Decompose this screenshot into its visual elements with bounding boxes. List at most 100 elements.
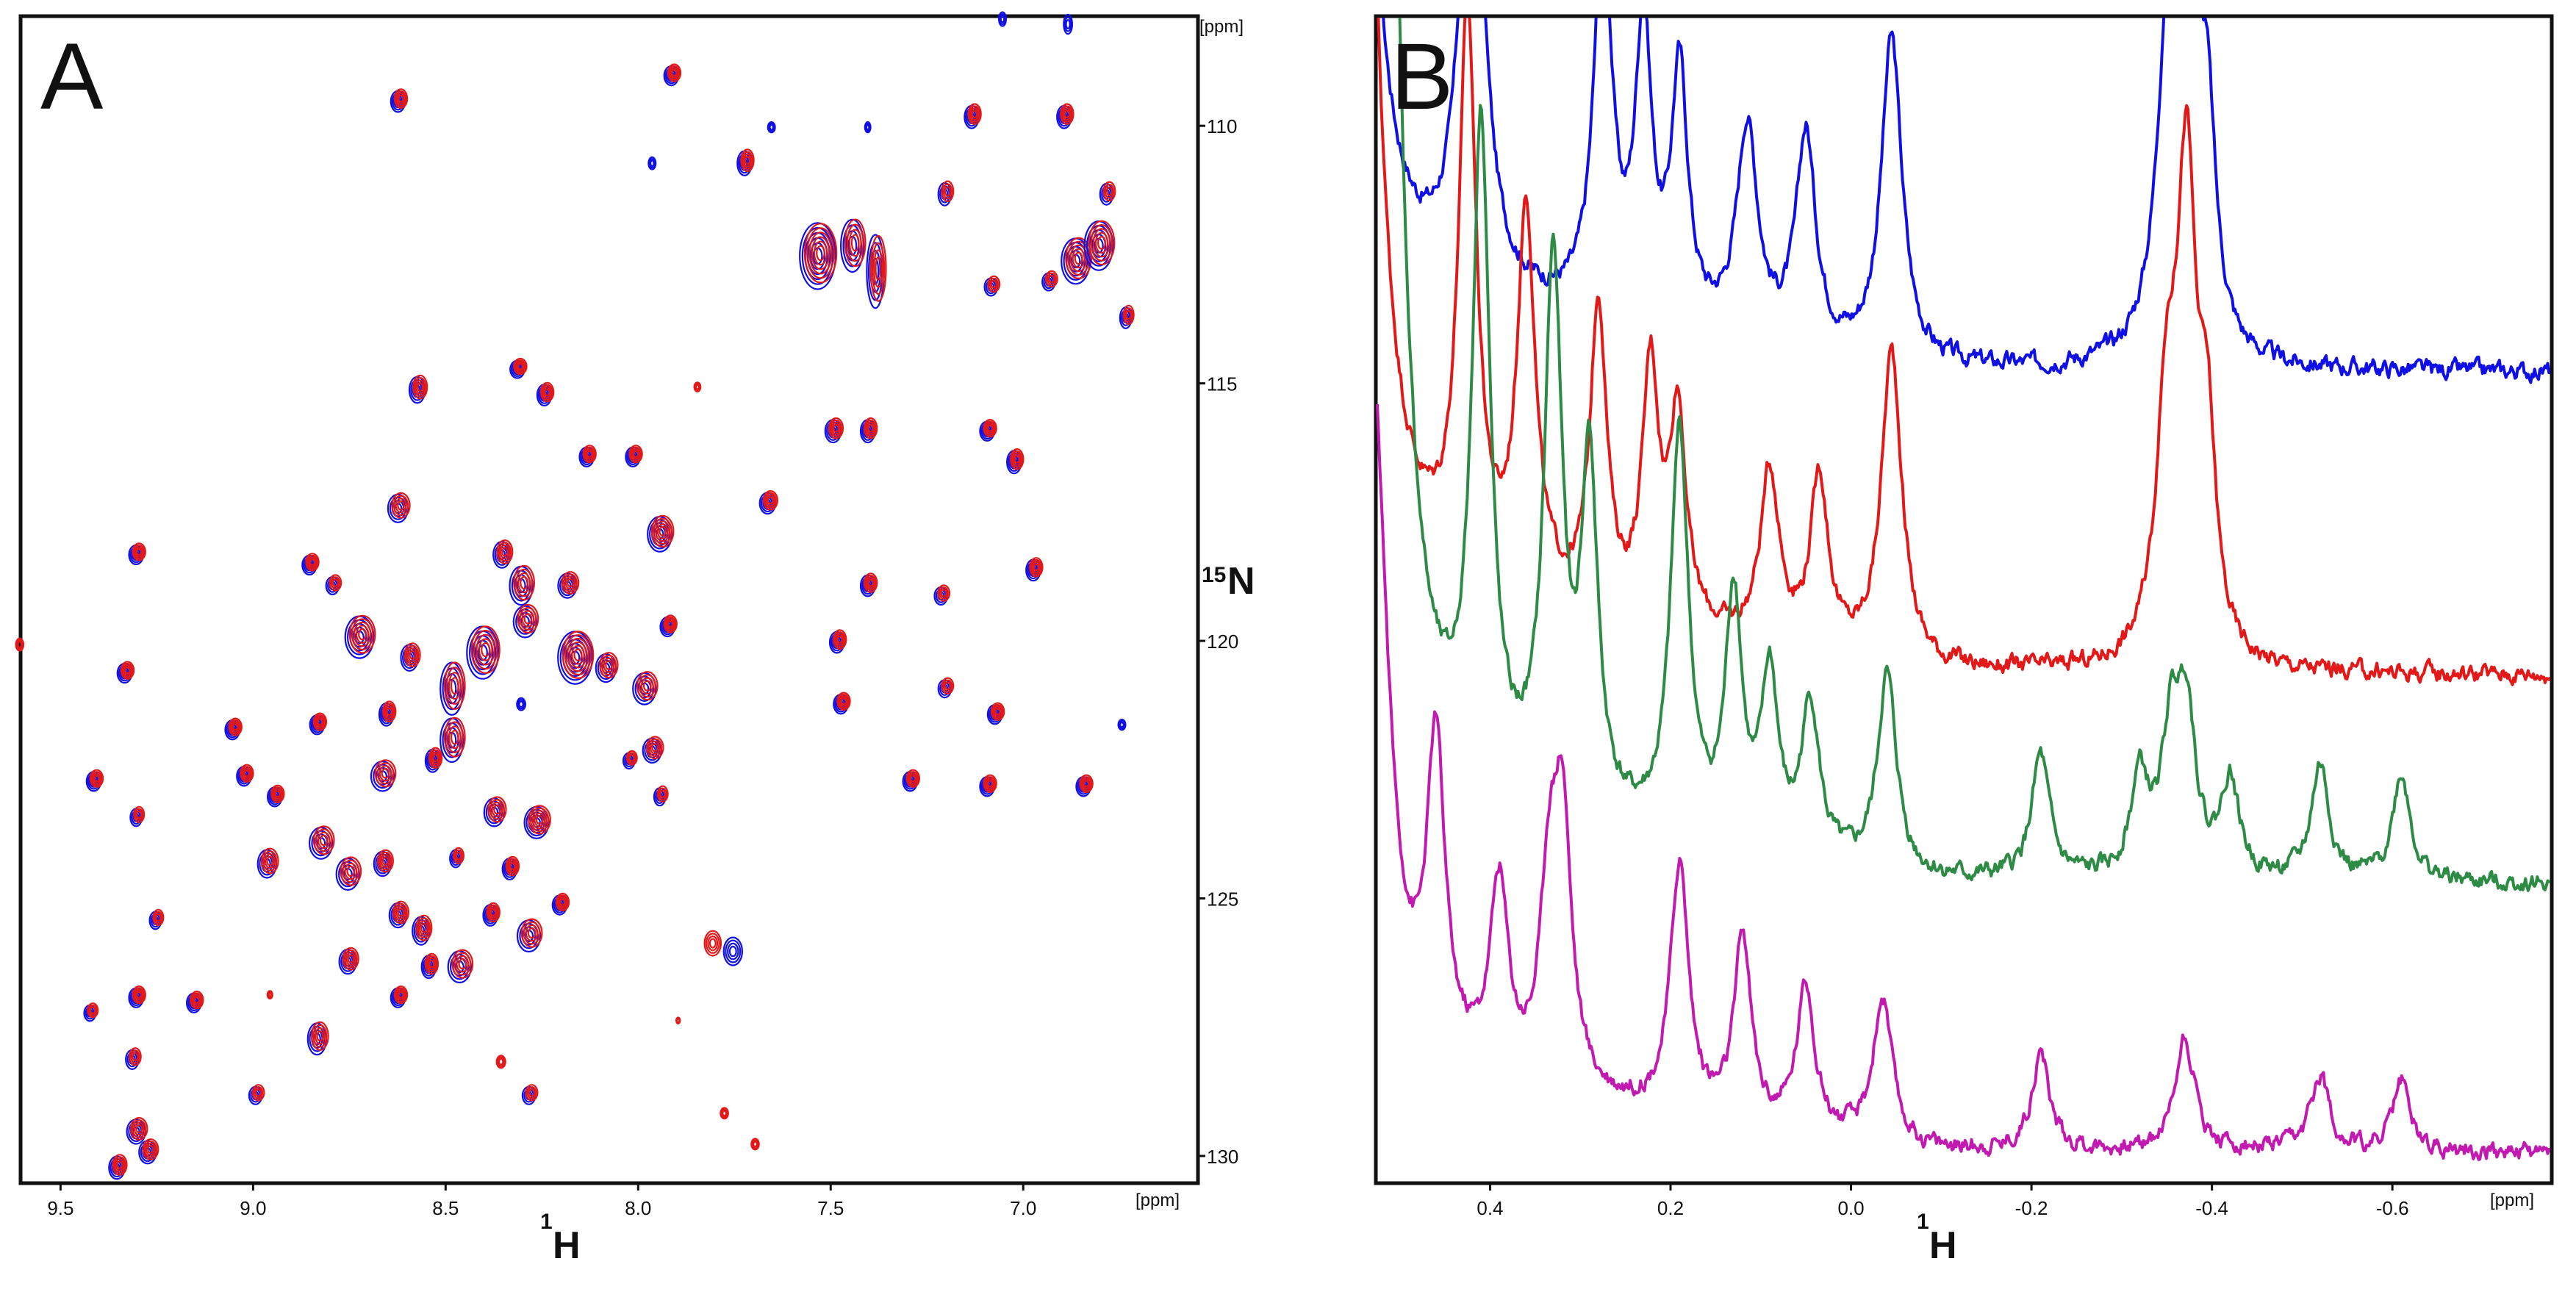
peak-106 — [516, 697, 526, 711]
peak-8 — [799, 222, 838, 290]
peak-18 — [536, 381, 555, 406]
peak-71 — [373, 849, 394, 877]
peak-3 — [1056, 103, 1074, 129]
peak-94 — [126, 1116, 148, 1145]
peak-81 — [420, 952, 440, 980]
peak-14 — [1041, 270, 1058, 292]
peak-80 — [338, 947, 359, 975]
peak-25 — [758, 489, 779, 515]
peak-56 — [236, 764, 254, 787]
peak-35 — [1025, 557, 1044, 582]
peak-88 — [390, 985, 409, 1008]
panel-b-x-unit: [ppm] — [2490, 1191, 2534, 1210]
peak-22 — [625, 445, 643, 468]
peak-44 — [116, 661, 135, 684]
peak-108 — [266, 990, 273, 1000]
peak-45 — [440, 661, 466, 716]
panel-a-x-tick-label: 7.0 — [1010, 1197, 1036, 1219]
panel-a-x-title-sup: 1 — [540, 1210, 553, 1234]
peak-24 — [387, 492, 411, 523]
peak-4 — [736, 148, 755, 176]
spectrum-green — [1398, 18, 2550, 892]
peak-92 — [521, 1084, 539, 1105]
panel-a-x-unit: [ppm] — [1135, 1191, 1180, 1210]
peak-7 — [979, 419, 997, 442]
peak-64 — [483, 796, 507, 827]
peak-51 — [309, 712, 328, 736]
panel-a-y-tick-label: 125 — [1207, 888, 1238, 911]
peak-40 — [557, 631, 595, 685]
peak-57 — [370, 759, 397, 792]
panel-b-x-tick-label: -0.2 — [2015, 1197, 2048, 1219]
panel-a-y-ticks: 110 115 120 125 130 — [1196, 115, 1238, 1168]
peak-107 — [1117, 719, 1127, 731]
peak-69 — [256, 847, 279, 879]
peak-86 — [185, 990, 204, 1013]
panel-b-x-title-sup: 1 — [1917, 1210, 1929, 1234]
panel-a-x-tick-label: 9.5 — [47, 1197, 73, 1219]
panel-b-x-tick-label: -0.6 — [2376, 1197, 2409, 1219]
peak-58 — [424, 747, 443, 773]
panel-b-traces — [1376, 18, 2550, 1161]
peak-12 — [1083, 220, 1116, 271]
peak-87 — [306, 1021, 329, 1056]
peak-6 — [1099, 181, 1116, 206]
peak-77 — [516, 918, 543, 953]
peak-23 — [1006, 448, 1025, 475]
peak-84 — [722, 936, 744, 966]
spectrum-red — [1377, 18, 2550, 686]
peak-13 — [983, 275, 1001, 297]
peak-66 — [653, 785, 669, 807]
panel-a-frame — [18, 14, 1200, 1185]
panel-b-x-title: H — [1929, 1224, 1957, 1267]
peak-10 — [866, 234, 887, 309]
panel-a-x-tick-label: 9.0 — [240, 1197, 266, 1219]
peak-39 — [512, 603, 539, 639]
peak-104 — [864, 121, 872, 134]
panel-a-y-title-sup: 15 — [1202, 563, 1226, 587]
peak-17 — [509, 357, 528, 379]
peak-27 — [128, 542, 146, 566]
peak-20 — [859, 417, 878, 444]
peak-42 — [659, 614, 678, 638]
peak-98 — [750, 1138, 760, 1151]
panel-b-frame — [1374, 14, 2554, 1185]
peak-16 — [408, 374, 428, 404]
peak-43 — [828, 629, 847, 654]
peak-103 — [647, 156, 657, 170]
peak-83 — [703, 930, 722, 957]
peak-26 — [647, 514, 675, 553]
peak-67 — [129, 805, 146, 827]
panel-a-x-tick-label: 7.5 — [817, 1197, 844, 1219]
peak-46 — [632, 671, 659, 705]
peak-85 — [128, 985, 146, 1008]
peak-105 — [693, 381, 702, 392]
peak-95 — [138, 1138, 159, 1165]
peak-53 — [440, 717, 466, 764]
peak-55 — [85, 769, 104, 792]
peak-31 — [509, 564, 535, 606]
peak-60 — [902, 769, 921, 792]
peak-52 — [378, 700, 397, 727]
peak-72 — [449, 847, 464, 869]
peak-47 — [833, 692, 851, 715]
peak-38 — [466, 625, 501, 680]
peak-19 — [824, 417, 844, 444]
peak-2 — [964, 103, 982, 129]
panel-b-x-tick-label: 0.2 — [1657, 1197, 1684, 1219]
peak-70 — [335, 856, 362, 891]
peak-37 — [400, 642, 421, 672]
peak-54 — [642, 736, 664, 764]
panel-a-y-tick-label: 115 — [1207, 373, 1237, 395]
peak-49 — [986, 702, 1005, 725]
panel-a-letter: A — [40, 24, 104, 129]
peak-99 — [15, 637, 25, 652]
peak-73 — [501, 855, 520, 880]
peak-29 — [325, 574, 342, 595]
panel-a-x-title: H — [553, 1224, 581, 1267]
peak-48 — [937, 677, 955, 699]
peak-36 — [344, 614, 376, 659]
panel-b-x-tick-label: 0.4 — [1477, 1197, 1503, 1219]
